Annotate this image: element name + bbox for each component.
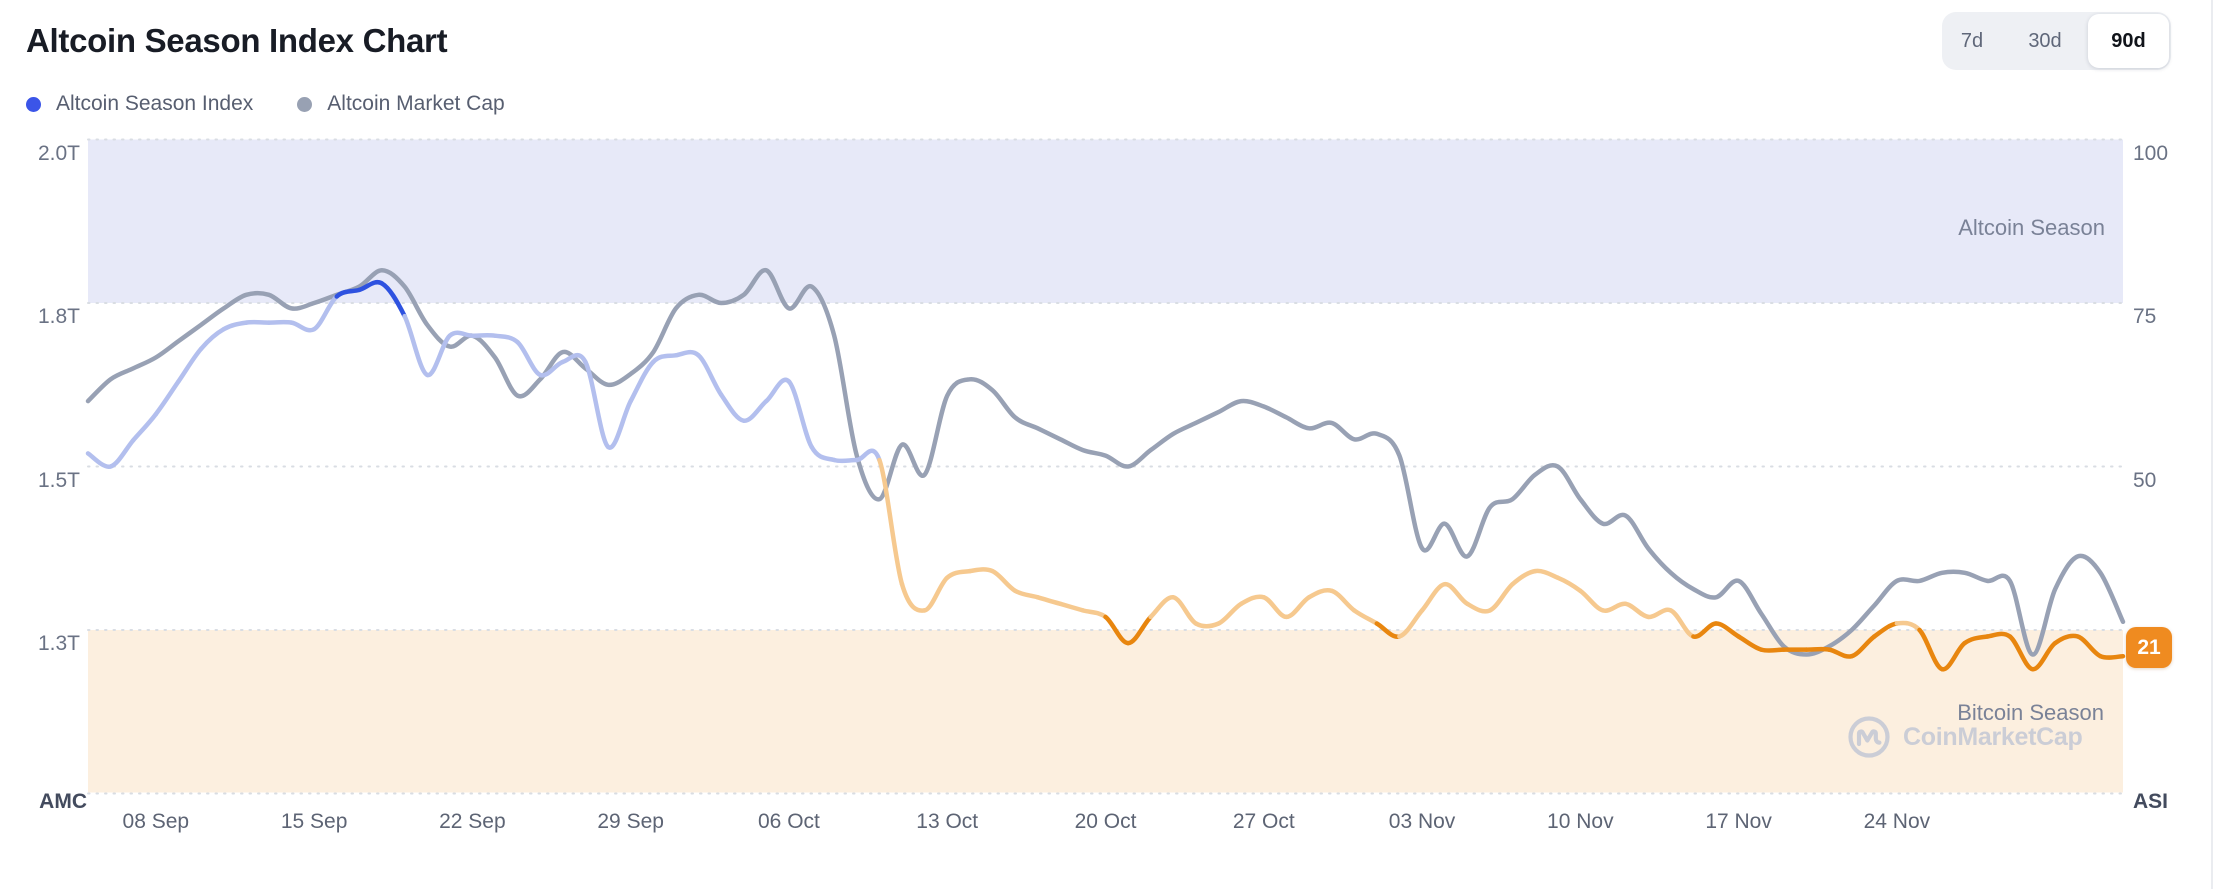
x-axis-tick: 27 Oct bbox=[1232, 810, 1295, 833]
x-axis-tick: 03 Nov bbox=[1388, 810, 1456, 833]
legend-item-altcoin-season-index[interactable]: Altcoin Season Index bbox=[26, 92, 253, 116]
left-axis-tick: 1.8T bbox=[37, 305, 80, 328]
range-option-30d[interactable]: 30d bbox=[2002, 14, 2088, 68]
gray-series-dot-icon bbox=[297, 96, 313, 112]
x-axis-tick: 22 Sep bbox=[439, 810, 506, 833]
x-axis-tick: 29 Sep bbox=[597, 810, 664, 833]
right-axis-tick: 100 bbox=[2133, 141, 2169, 165]
legend-label: Altcoin Season Index bbox=[56, 92, 254, 115]
card-edge-divider bbox=[2211, 0, 2213, 889]
legend-label: Altcoin Market Cap bbox=[327, 92, 505, 115]
x-axis-tick: 17 Nov bbox=[1705, 810, 1772, 833]
coinmarketcap-wordmark: CoinMarketCap bbox=[1903, 722, 2083, 751]
left-axis-tick: 1.3T bbox=[37, 632, 80, 655]
chart-legend: Altcoin Season Index Altcoin Market Cap bbox=[26, 92, 505, 116]
x-axis-tick: 20 Oct bbox=[1074, 810, 1137, 833]
blue-series-dot-icon bbox=[26, 96, 41, 112]
time-range-switcher: 7d 30d 90d bbox=[1942, 12, 2171, 70]
x-axis-tick: 15 Sep bbox=[280, 810, 348, 833]
range-option-7d[interactable]: 7d bbox=[1942, 14, 2002, 68]
right-axis-tick: 50 bbox=[2133, 468, 2157, 492]
x-axis-tick: 24 Nov bbox=[1863, 810, 1931, 833]
left-axis-unit-label: AMC bbox=[39, 790, 87, 813]
coinmarketcap-watermark: CoinMarketCap bbox=[1846, 714, 2083, 760]
right-axis-unit-label: ASI bbox=[2133, 790, 2169, 813]
page-title: Altcoin Season Index Chart bbox=[26, 22, 448, 59]
x-axis-tick: 08 Sep bbox=[122, 810, 190, 833]
right-axis-tick: 75 bbox=[2133, 305, 2157, 328]
x-axis-tick: 13 Oct bbox=[916, 810, 979, 833]
x-axis-tick: 06 Oct bbox=[758, 810, 820, 833]
coinmarketcap-logo-icon bbox=[1848, 716, 1890, 758]
legend-item-altcoin-market-cap[interactable]: Altcoin Market Cap bbox=[297, 92, 505, 116]
bitcoin-season-zone-label: Bitcoin Season bbox=[1957, 700, 2104, 725]
current-value-badge: 21 bbox=[2126, 627, 2172, 668]
x-axis-tick: 10 Nov bbox=[1547, 810, 1614, 833]
range-option-90d[interactable]: 90d bbox=[2088, 14, 2169, 68]
left-axis-tick: 2.0T bbox=[37, 141, 80, 165]
altcoin-season-zone-label: Altcoin Season bbox=[1958, 215, 2105, 240]
left-axis-tick: 1.5T bbox=[37, 468, 80, 492]
